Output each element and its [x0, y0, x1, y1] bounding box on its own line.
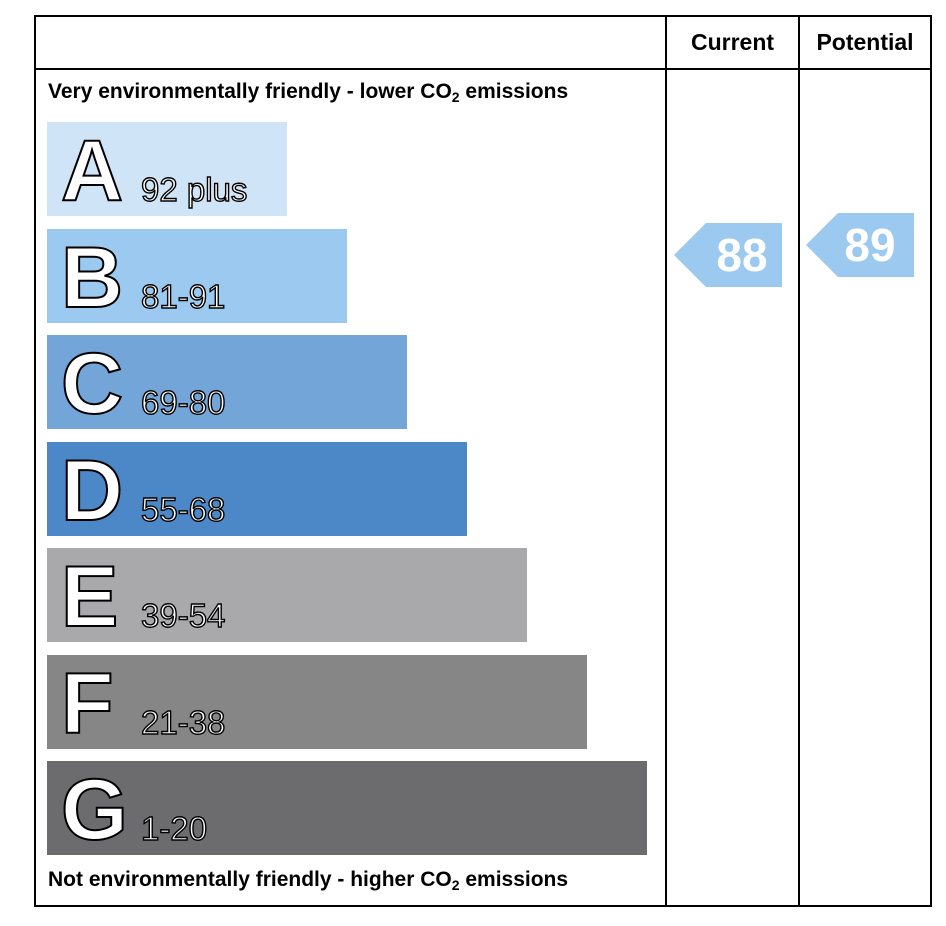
band-b: B 81-91 — [47, 229, 347, 326]
band-range: 92 plus — [140, 170, 248, 208]
band-letter: G — [60, 762, 129, 858]
band-a: A 92 plus — [47, 122, 287, 219]
band-range: 69-80 — [140, 383, 226, 421]
band-letter: E — [60, 549, 119, 645]
bottom-caption-suffix: emissions — [459, 868, 569, 891]
band-f: F 21-38 — [47, 655, 587, 752]
potential-rating-arrow: 89 — [806, 213, 914, 277]
chart-frame — [34, 15, 932, 907]
header-divider — [34, 68, 932, 70]
band-range: 55-68 — [140, 490, 226, 528]
top-caption-suffix: emissions — [459, 80, 569, 103]
potential-header: Potential — [816, 29, 914, 55]
bottom-caption-subscript: 2 — [451, 877, 460, 893]
current-rating-value: 88 — [716, 229, 768, 281]
band-c: C 69-80 — [47, 335, 407, 432]
band-e: E 39-54 — [47, 548, 527, 645]
band-range: 1-20 — [140, 809, 208, 847]
band-range: 81-91 — [140, 277, 226, 315]
top-caption-subscript: 2 — [451, 89, 460, 105]
band-letter: D — [60, 443, 124, 539]
current-rating-arrow: 88 — [674, 223, 782, 287]
potential-arrow-shape — [806, 213, 914, 277]
top-caption: Very environmentally friendly - lower CO… — [48, 80, 568, 105]
top-caption-prefix: Very environmentally friendly - lower CO — [48, 80, 452, 103]
band-range: 39-54 — [140, 596, 226, 634]
potential-column-divider — [798, 15, 800, 907]
band-letter: A — [60, 123, 124, 219]
band-letter: F — [60, 656, 115, 752]
bottom-caption: Not environmentally friendly - higher CO… — [48, 868, 568, 893]
band-d: D 55-68 — [47, 442, 467, 539]
bottom-caption-prefix: Not environmentally friendly - higher CO — [48, 868, 452, 891]
current-column-divider — [665, 15, 667, 907]
band-g: G 1-20 — [47, 761, 647, 858]
band-range: 21-38 — [140, 703, 226, 741]
current-arrow-shape — [674, 223, 782, 287]
current-header: Current — [690, 29, 775, 55]
potential-rating-value: 89 — [844, 219, 896, 271]
band-letter: B — [60, 230, 124, 326]
band-letter: C — [60, 336, 124, 432]
